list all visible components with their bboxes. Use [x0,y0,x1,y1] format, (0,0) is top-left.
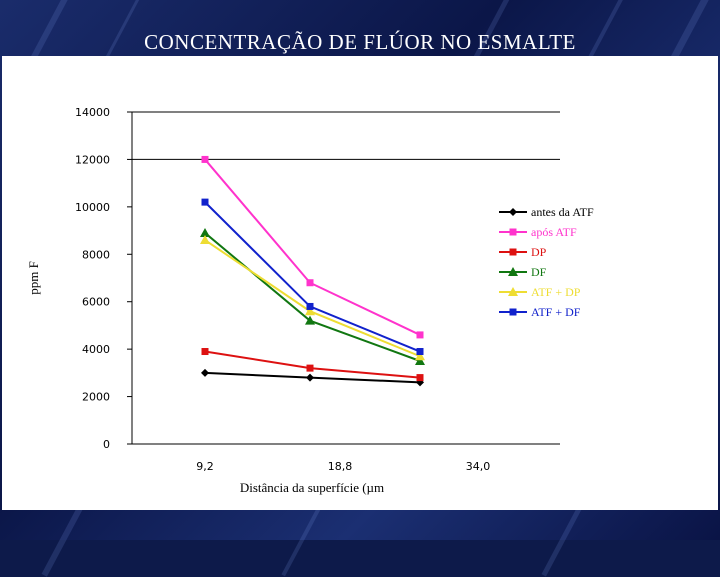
data-point [305,306,315,316]
x-axis-title: Distância da superfície (µm [240,480,384,495]
legend-swatch-marker [508,287,518,296]
data-point [415,351,425,361]
y-tick-label: 8000 [82,248,110,261]
data-point [200,227,210,237]
data-point [201,368,209,377]
data-point [201,198,209,206]
data-point [306,373,314,382]
x-tick-label: 9,2 [196,460,214,473]
y-axis-title: ppm F [26,261,41,295]
legend-label: DP [531,245,547,259]
legend-label: ATF + DF [531,305,581,319]
data-point [415,356,425,365]
y-tick-label: 14000 [75,106,110,119]
legend-label: DF [531,265,547,279]
chart-panel: 0 2000 4000 6000 8000 10000 12000 14000 9,2 18,8 3… [2,56,718,510]
line-chart: 0 2000 4000 6000 8000 10000 12000 14000 9,2 18,8 3… [26,106,594,495]
y-tick-label: 12000 [75,153,110,166]
x-tick-label: 34,0 [466,460,491,473]
data-point [306,302,314,310]
data-point [416,331,424,339]
series-line [204,232,421,362]
legend-swatch-marker [509,248,517,256]
legend-label: ATF + DP [531,285,581,299]
legend-swatch-marker [509,228,517,236]
data-point [306,279,314,287]
data-point [416,348,424,356]
data-point [200,235,210,245]
legend-label: antes da ATF [531,205,594,219]
data-point [201,348,209,356]
legend-swatch-marker [508,267,518,276]
slide-title: CONCENTRAÇÃO DE FLÚOR NO ESMALTE [144,30,576,54]
x-tick-label: 18,8 [328,460,353,473]
y-tick-label: 0 [103,438,110,451]
series-line [204,201,421,353]
y-tick-label: 4000 [82,343,110,356]
data-point [416,374,424,382]
legend-label: após ATF [531,225,577,239]
y-tick-label: 6000 [82,296,110,309]
data-point [305,315,315,325]
data-point [201,155,209,163]
y-tick-label: 10000 [75,201,110,214]
legend-swatch-marker [509,308,517,316]
y-tick-label: 2000 [82,391,110,404]
data-point [306,364,314,372]
legend-swatch-marker [509,208,517,216]
